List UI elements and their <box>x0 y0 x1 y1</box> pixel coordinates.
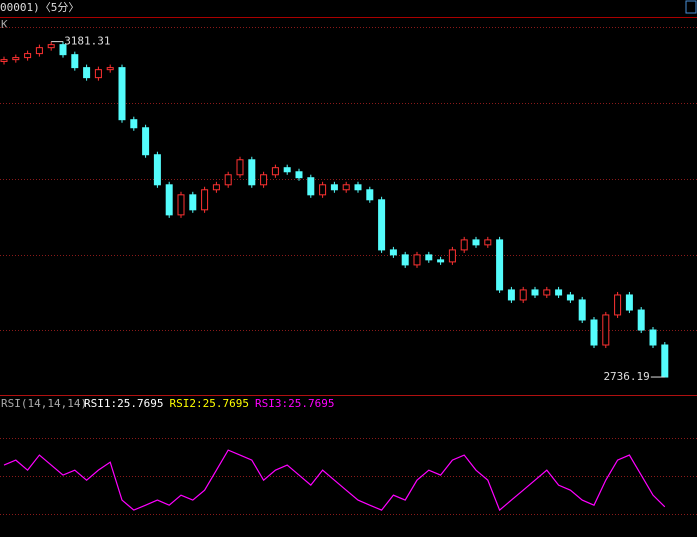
candle-body <box>224 174 232 186</box>
candle-body <box>425 254 433 261</box>
legend-name: RSI1: <box>84 397 117 410</box>
candle-body <box>578 299 586 321</box>
candle-body <box>401 254 409 266</box>
candle-body <box>555 289 563 296</box>
low-annotation: 2736.19 <box>603 370 649 383</box>
candle-body <box>165 184 173 216</box>
candle-body <box>271 167 279 176</box>
legend-name: RSI2: <box>169 397 202 410</box>
candle-body <box>260 174 268 186</box>
legend-value: 25.7695 <box>117 397 163 410</box>
candle-body <box>83 67 91 79</box>
candle-body <box>189 194 197 211</box>
rsi-line <box>3 449 666 512</box>
candle-body <box>389 249 397 256</box>
candle-body <box>507 289 515 301</box>
candle-body <box>12 57 20 61</box>
candle-body <box>212 184 220 191</box>
candle-body <box>283 167 291 173</box>
candle-body <box>24 53 32 59</box>
candle-body <box>35 47 43 55</box>
candle-body <box>519 289 527 301</box>
candle-body <box>0 59 8 62</box>
candle-body <box>484 239 492 246</box>
candle-body <box>106 67 114 71</box>
candle-body <box>47 44 55 49</box>
candle-body <box>342 184 350 191</box>
candle-body <box>118 67 126 121</box>
candle-body <box>307 177 315 196</box>
candle-body <box>142 127 150 156</box>
candle-body <box>566 294 574 301</box>
candle-body <box>543 289 551 296</box>
legend-value: 25.7695 <box>203 397 249 410</box>
candle-body <box>602 314 610 346</box>
candle-body <box>413 254 421 266</box>
k-label: K <box>1 18 8 31</box>
candle-body <box>661 344 669 378</box>
candle-body <box>614 294 622 316</box>
candle-body <box>94 69 102 79</box>
candle-body <box>590 319 598 346</box>
candle-body <box>153 154 161 186</box>
candle-body <box>496 239 504 291</box>
legend-value: 25.7695 <box>288 397 334 410</box>
panel-button[interactable] <box>685 0 697 14</box>
candle-body <box>448 249 456 263</box>
candle-body <box>649 329 657 346</box>
high-annotation: 3181.31 <box>64 35 110 48</box>
rsi-label: RSI(14,14,14) <box>1 397 87 410</box>
candle-body <box>319 184 327 196</box>
candle-body <box>248 159 256 186</box>
candle-body <box>366 189 374 201</box>
candle-body <box>130 119 138 129</box>
candle-body <box>59 44 67 56</box>
header-title: 00001)〈5分〉 <box>0 1 79 14</box>
candle-body <box>472 239 480 246</box>
candle-body <box>354 184 362 191</box>
candle-body <box>201 189 209 211</box>
candle-body <box>637 309 645 331</box>
candle-body <box>236 159 244 176</box>
candle-body <box>531 289 539 296</box>
candle-body <box>330 184 338 191</box>
candle-body <box>437 259 445 263</box>
candle-body <box>625 294 633 311</box>
candle-body <box>71 54 79 69</box>
legend-name: RSI3: <box>255 397 288 410</box>
candle-body <box>460 239 468 251</box>
candle-body <box>295 171 303 179</box>
candle-body <box>378 199 386 251</box>
candle-body <box>177 194 185 216</box>
